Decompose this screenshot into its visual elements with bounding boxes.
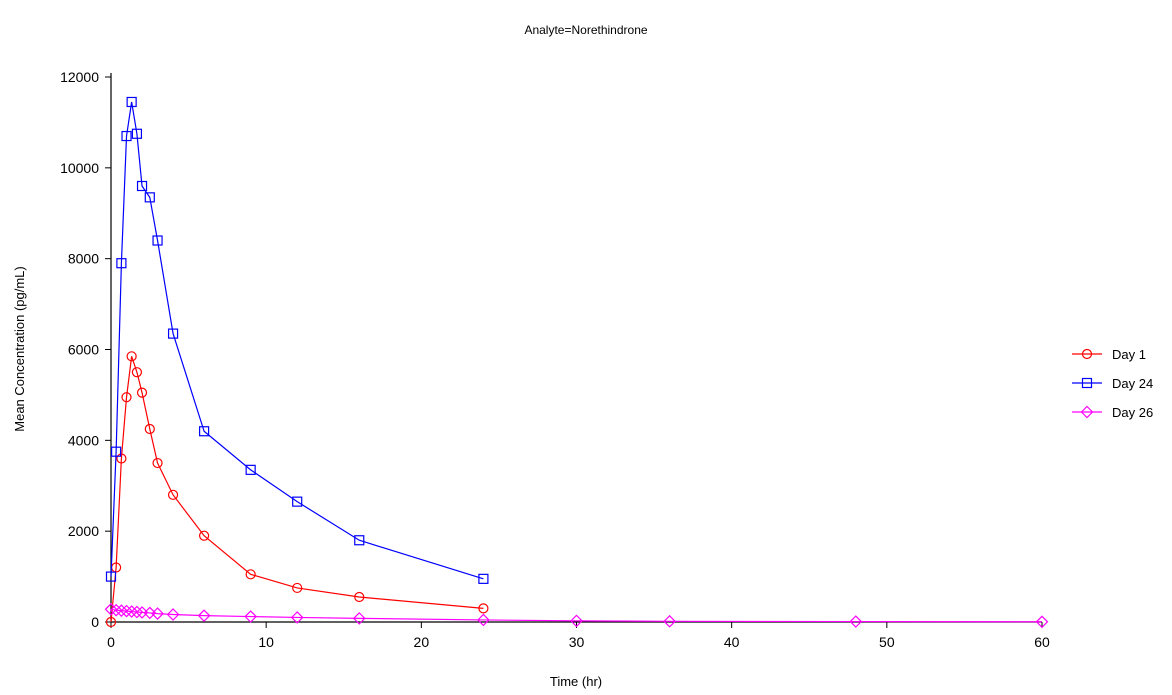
data-point	[244, 610, 257, 623]
axes: 0 2000 4000 6000 8000 10000 12000 0 10 20 30 40 50 60	[60, 69, 1050, 650]
data-point	[1035, 615, 1049, 629]
legend-marker	[1081, 377, 1093, 389]
data-point	[126, 96, 137, 108]
data-point	[849, 615, 863, 628]
data-point	[109, 603, 123, 617]
data-point	[144, 192, 155, 203]
data-point	[152, 235, 163, 246]
legend-label: Day 1	[1112, 347, 1146, 362]
data-point	[663, 614, 676, 628]
data-point	[144, 423, 155, 435]
x-tick-label: 40	[724, 634, 740, 650]
legend-marker	[1080, 405, 1094, 419]
x-tick-label: 10	[258, 634, 274, 650]
data-point	[167, 489, 179, 500]
data-point	[245, 569, 256, 580]
data-point	[125, 605, 138, 618]
data-point	[121, 130, 132, 142]
series-line	[110, 101, 484, 580]
y-tick-label: 0	[91, 614, 99, 630]
data-point	[121, 392, 132, 403]
data-point	[105, 616, 117, 628]
data-point	[199, 426, 210, 437]
data-point	[126, 351, 137, 362]
data-point	[120, 604, 133, 618]
series-layer	[104, 96, 1049, 629]
legend-item: Day 26	[1072, 405, 1153, 420]
data-point	[570, 614, 583, 628]
y-tick-label: 8000	[68, 251, 99, 267]
x-tick-label: 60	[1034, 634, 1050, 650]
data-point	[143, 606, 157, 620]
data-point	[111, 446, 122, 457]
data-point	[477, 613, 490, 627]
y-axis-label: Mean Concentration (pg/mL)	[12, 266, 27, 431]
legend-marker	[1081, 348, 1093, 360]
data-point	[290, 611, 304, 624]
legend-item: Day 24	[1072, 376, 1153, 391]
legend: Day 1 Day 24 Day 26	[1072, 347, 1153, 420]
series-1	[105, 351, 489, 628]
data-point	[136, 180, 148, 192]
legend-item: Day 1	[1072, 347, 1146, 362]
legend-label: Day 26	[1112, 405, 1153, 420]
data-point	[116, 453, 127, 464]
y-tick-label: 4000	[68, 432, 99, 448]
data-point	[199, 530, 210, 541]
data-point	[354, 591, 365, 603]
data-point	[352, 612, 366, 625]
series-3	[104, 602, 1049, 629]
data-point	[478, 603, 489, 614]
x-tick-label: 50	[879, 634, 895, 650]
y-tick-label: 12000	[60, 69, 99, 85]
data-point	[292, 582, 303, 594]
x-axis-label: Time (hr)	[550, 674, 602, 689]
y-tick-label: 6000	[68, 342, 99, 358]
data-point	[105, 571, 117, 582]
series-line	[110, 356, 484, 623]
legend-label: Day 24	[1112, 376, 1153, 391]
data-point	[116, 258, 127, 269]
data-point	[354, 535, 365, 546]
x-tick-label: 30	[569, 634, 585, 650]
data-point	[167, 328, 179, 339]
chart-title: Analyte=Norethindrone	[524, 23, 647, 37]
series-2	[105, 96, 489, 584]
x-tick-label: 20	[414, 634, 430, 650]
data-point	[152, 457, 163, 469]
data-point	[115, 604, 128, 617]
data-point	[292, 496, 303, 507]
x-tick-label: 0	[107, 634, 115, 650]
y-tick-label: 2000	[68, 523, 99, 539]
data-point	[151, 607, 164, 620]
data-point	[166, 608, 180, 621]
data-point	[130, 605, 144, 619]
data-point	[104, 602, 118, 616]
data-point	[478, 573, 489, 584]
data-point	[136, 387, 148, 398]
data-point	[131, 128, 143, 139]
data-point	[197, 609, 211, 622]
data-point	[135, 606, 149, 619]
data-point	[131, 367, 143, 378]
data-point	[245, 464, 256, 475]
y-tick-label: 10000	[60, 160, 99, 176]
